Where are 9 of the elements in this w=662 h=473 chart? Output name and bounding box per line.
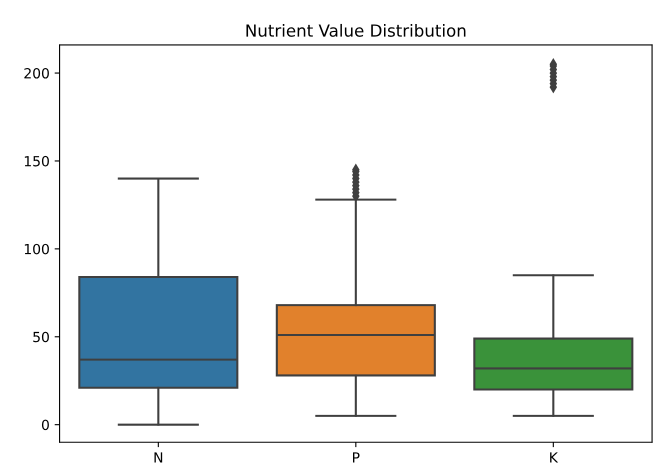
y-tick-label: 200 [24,68,49,79]
x-tick-label: N [154,452,162,463]
y-tick-label: 50 [33,332,49,342]
y-tick-label: 0 [42,420,49,430]
y-tick-label: 150 [24,156,49,166]
x-tick-label: P [353,452,360,463]
y-tick-label: 100 [24,244,49,254]
x-tick-label: K [550,452,558,463]
chart-title: Nutrient Value Distribution [246,24,466,37]
